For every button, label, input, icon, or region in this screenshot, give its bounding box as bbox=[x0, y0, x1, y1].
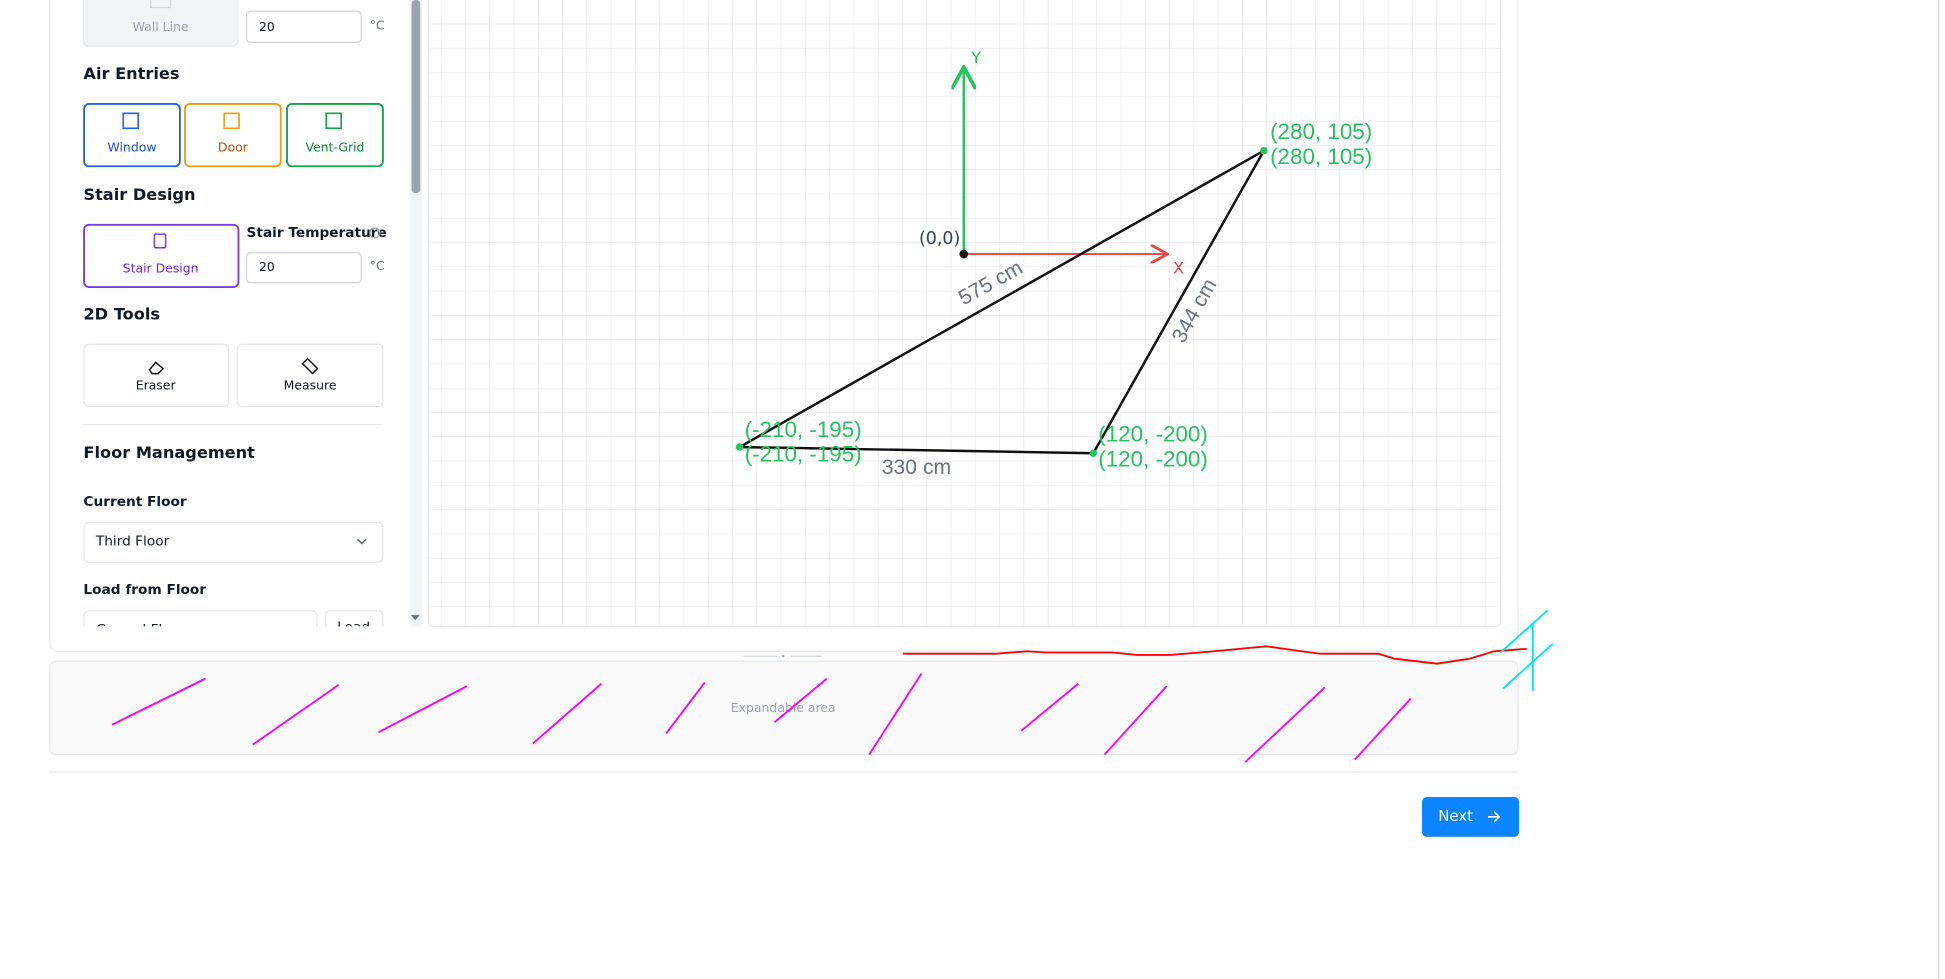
section-title: 2D Tools bbox=[83, 305, 160, 324]
wall-temp-unit: °C bbox=[370, 18, 385, 33]
measure-label: Measure bbox=[284, 378, 337, 393]
expandable-area[interactable] bbox=[49, 660, 1519, 756]
window-icon bbox=[122, 112, 140, 130]
sidebar: Wall Line 20 °C Air Entries Window Door … bbox=[82, 0, 387, 651]
section-title: Air Entries bbox=[83, 64, 179, 83]
stair-temp-value: 20 bbox=[259, 259, 275, 274]
scroll-arrow[interactable] bbox=[410, 615, 420, 621]
load-button-label: Load bbox=[337, 620, 370, 636]
resize-handle[interactable] bbox=[781, 654, 785, 658]
stair-design-button[interactable] bbox=[83, 223, 240, 288]
current-floor-value: Third Floor bbox=[95, 534, 170, 550]
annotation-stroke bbox=[902, 645, 1527, 665]
stair-design-label: Stair Design bbox=[123, 260, 199, 275]
wall-temp-value: 20 bbox=[259, 19, 275, 34]
window-button[interactable] bbox=[83, 103, 181, 168]
vent-grid-label: Vent-Grid bbox=[305, 140, 364, 155]
wall-line-icon bbox=[150, 0, 172, 9]
vent-grid-icon bbox=[325, 112, 342, 130]
vertex[interactable] bbox=[1089, 449, 1098, 458]
current-floor-select[interactable] bbox=[83, 521, 384, 563]
vertex-label: (120, -200) bbox=[1098, 447, 1208, 472]
vertex[interactable] bbox=[1260, 146, 1268, 155]
wall-line-button[interactable] bbox=[82, 0, 239, 47]
load-floor-select[interactable] bbox=[83, 610, 318, 651]
load-button[interactable] bbox=[324, 610, 384, 651]
vertex-label: (280, 105) bbox=[1270, 144, 1372, 169]
expandable-label: Expandable area bbox=[731, 700, 836, 715]
y-axis-label: Y bbox=[970, 48, 981, 67]
eraser-icon bbox=[148, 361, 165, 375]
measure-icon bbox=[301, 357, 319, 375]
load-floor-label: Load from Floor bbox=[83, 582, 206, 598]
eraser-label: Eraser bbox=[136, 378, 177, 393]
window-label: Window bbox=[107, 140, 156, 155]
vertex-label: (-210, -195) bbox=[745, 442, 862, 467]
door-button[interactable] bbox=[183, 103, 282, 168]
next-label: Next bbox=[1438, 807, 1473, 825]
vertex-label: (120, -200) bbox=[1098, 422, 1208, 447]
eraser-button[interactable] bbox=[83, 343, 230, 408]
section-title: Floor Management bbox=[83, 443, 255, 462]
section-title: Stair Design bbox=[83, 185, 195, 204]
measure-button[interactable] bbox=[236, 343, 384, 408]
room-outline bbox=[735, 147, 1268, 455]
wall-line-label: Wall Line bbox=[133, 19, 189, 34]
chevron bbox=[356, 538, 367, 545]
x-axis-label: X bbox=[1173, 258, 1184, 277]
vertex-label: (-210, -195) bbox=[745, 417, 862, 442]
stair-temp-label: Stair Temperature bbox=[247, 225, 387, 241]
measurement-label: 330 cm bbox=[882, 456, 951, 479]
annotation-strokes bbox=[1499, 609, 1554, 692]
door-icon bbox=[223, 112, 240, 130]
wall-temp-input[interactable] bbox=[245, 10, 362, 43]
origin-point bbox=[959, 249, 969, 259]
vertex[interactable] bbox=[735, 443, 744, 451]
info-icon[interactable] bbox=[369, 227, 381, 239]
scrollbar-thumb[interactable] bbox=[411, 0, 421, 194]
next-button[interactable] bbox=[1422, 796, 1520, 837]
current-floor-label: Current Floor bbox=[83, 494, 186, 510]
origin-label: (0,0) bbox=[919, 229, 960, 249]
load-floor-value: Ground Floor bbox=[96, 622, 185, 638]
drawing-canvas[interactable] bbox=[427, 0, 1502, 627]
vent-grid-button[interactable] bbox=[286, 103, 384, 168]
stair-temp-input[interactable] bbox=[245, 252, 362, 284]
stair-temp-unit: °C bbox=[370, 258, 385, 273]
annotation-strokes bbox=[111, 673, 1412, 763]
next-arrow bbox=[1488, 811, 1501, 823]
vertex-label: (280, 105) bbox=[1270, 119, 1372, 144]
stair-icon bbox=[153, 233, 167, 249]
door-label: Door bbox=[218, 140, 249, 155]
